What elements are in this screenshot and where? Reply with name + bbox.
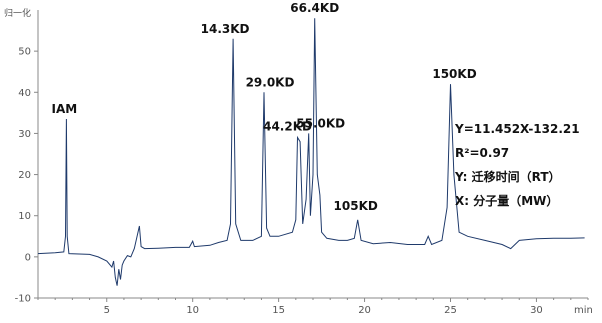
y-ticks: -10 0 10 20 30 40 50 bbox=[15, 47, 38, 305]
y-tick-label: 20 bbox=[18, 170, 31, 181]
peak-label: 66.4KD bbox=[290, 1, 339, 15]
equation-box: Y=11.452X-132.21 R²=0.97 Y: 迁移时间（RT） X: … bbox=[454, 122, 580, 208]
equation-line-2: R²=0.97 bbox=[455, 146, 509, 160]
y-tick-label: 30 bbox=[18, 129, 31, 140]
x-tick-label: 10 bbox=[186, 305, 199, 316]
peak-label: 105KD bbox=[334, 199, 378, 213]
x-ticks: 5 10 15 20 25 30 bbox=[37, 298, 589, 316]
peak-label: 55.0KD bbox=[296, 116, 345, 130]
trace-line bbox=[37, 18, 585, 286]
equation-line-3: Y: 迁移时间（RT） bbox=[454, 169, 561, 184]
y-tick-label: 0 bbox=[25, 252, 31, 263]
peak-label: 29.0KD bbox=[246, 75, 295, 89]
y-axis-label: 归一化 bbox=[4, 7, 31, 19]
x-tick-label: 30 bbox=[530, 305, 543, 316]
peak-label: 44.2KD bbox=[263, 120, 312, 134]
x-tick-label: 15 bbox=[272, 305, 285, 316]
y-tick-label: 10 bbox=[18, 211, 31, 222]
equation-line-4: X: 分子量（MW） bbox=[455, 193, 558, 208]
x-tick-label: 5 bbox=[104, 305, 110, 316]
x-axis-unit: min bbox=[574, 305, 593, 316]
y-tick-label: 40 bbox=[18, 88, 31, 99]
equation-line-1: Y=11.452X-132.21 bbox=[454, 122, 580, 136]
y-tick-label: 50 bbox=[18, 47, 31, 58]
peak-label: 14.3KD bbox=[201, 22, 250, 36]
x-tick-label: 20 bbox=[358, 305, 371, 316]
y-tick-label: -10 bbox=[15, 294, 31, 305]
peak-label: IAM bbox=[52, 102, 78, 116]
x-tick-label: 25 bbox=[444, 305, 457, 316]
peak-label: 150KD bbox=[432, 67, 476, 81]
